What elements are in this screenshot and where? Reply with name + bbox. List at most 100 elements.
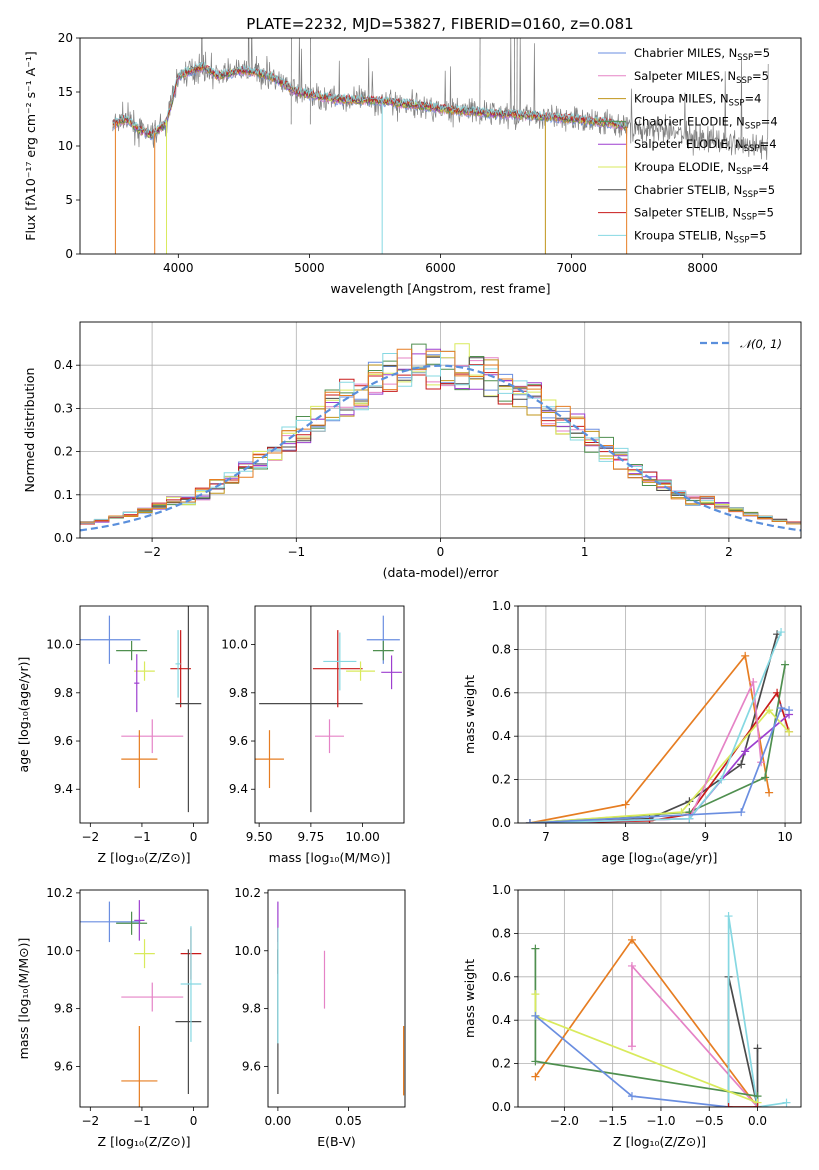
plot-area bbox=[112, 38, 769, 254]
weight-marker bbox=[717, 775, 726, 784]
x-tick-label: −2 bbox=[81, 1114, 99, 1128]
y-tick-label: 0.4 bbox=[492, 729, 511, 743]
weight-marker bbox=[627, 1042, 636, 1051]
weight-series-0 bbox=[529, 653, 770, 823]
axes: 0.00 0.05 9.6 9.8 10.0 10.2 E(B-V) bbox=[234, 886, 406, 1149]
y-tick-label: 9.4 bbox=[229, 782, 248, 796]
x-tick-label: 10.00 bbox=[345, 830, 379, 844]
histogram-9 bbox=[80, 348, 801, 525]
weight-marker bbox=[753, 1103, 762, 1107]
plot-area bbox=[255, 606, 402, 813]
legend-label-suffix: =4 bbox=[744, 92, 761, 106]
x-tick-label: 0.00 bbox=[265, 1114, 292, 1128]
axes: 4000 5000 6000 7000 8000 0 5 10 15 20 wavelength [… bbox=[23, 31, 802, 296]
weight-marker bbox=[531, 944, 540, 953]
y-tick-label: 10.0 bbox=[46, 638, 73, 652]
error-bar-point-7 bbox=[372, 640, 394, 661]
x-axis-label: Z [log₁₀(Z/Z⊙)] bbox=[98, 850, 191, 865]
y-tick-label: 9.6 bbox=[54, 734, 73, 748]
x-tick-label: 9.50 bbox=[246, 830, 273, 844]
error-bar-point-1 bbox=[116, 640, 148, 661]
legend-label: Kroupa STELIB, NSSP=5 bbox=[634, 228, 766, 245]
weight-marker bbox=[531, 1057, 540, 1066]
error-bar-point-2 bbox=[134, 661, 155, 681]
panel-age_vs_Z: −2 −1 0 9.4 9.6 9.8 10.0 Z [log₁₀(Z/Z⊙)] age [lo… bbox=[16, 605, 209, 865]
x-axis-label: mass [log₁₀(M/M⊙)] bbox=[269, 850, 391, 865]
y-tick-label: 9.6 bbox=[242, 1059, 261, 1073]
y-tick-label: 0.0 bbox=[492, 1100, 511, 1114]
x-tick-label: 9 bbox=[702, 830, 710, 844]
x-tick-label: −0.5 bbox=[695, 1114, 724, 1128]
legend-label: Chabrier STELIB, NSSP=5 bbox=[634, 183, 775, 200]
weight-marker bbox=[724, 912, 733, 921]
grid bbox=[518, 605, 801, 824]
legend-label-sub: SSP bbox=[744, 144, 760, 154]
axes-frame bbox=[517, 605, 802, 824]
axes-frame bbox=[79, 605, 209, 824]
y-tick-label: 9.8 bbox=[54, 1002, 73, 1016]
legend-label-main: Salpeter ELODIE, N bbox=[634, 137, 744, 151]
error-bar-point-4 bbox=[121, 730, 158, 789]
axes-frame bbox=[79, 889, 209, 1108]
y-tick-label: 5 bbox=[65, 193, 73, 207]
x-tick-label: −1.5 bbox=[598, 1114, 627, 1128]
axes: −2.0 −1.5 −1.0 −0.5 0.0 0.0 0.2 0.4 0.6 0.8 1.0 Z [… bbox=[462, 883, 802, 1149]
legend-label: Chabrier ELODIE, NSSP=4 bbox=[634, 114, 778, 131]
axes-frame bbox=[79, 37, 802, 255]
y-tick-label: 9.6 bbox=[54, 1059, 73, 1073]
x-tick-label: 7000 bbox=[556, 261, 587, 275]
plot-area bbox=[277, 901, 405, 1096]
weight-marker bbox=[781, 660, 790, 669]
axes-frame bbox=[254, 605, 405, 824]
legend-label-sub: SSP bbox=[745, 121, 761, 131]
weight-series-2 bbox=[529, 690, 790, 823]
weight-marker bbox=[645, 816, 654, 823]
normal-curve bbox=[80, 364, 801, 532]
y-tick-label: 10.2 bbox=[234, 886, 261, 900]
plot-area bbox=[531, 912, 791, 1107]
x-axis-label: Z [log₁₀(Z/Z⊙)] bbox=[613, 1134, 706, 1149]
weight-marker bbox=[525, 819, 534, 823]
y-tick-label: 0 bbox=[65, 247, 73, 261]
x-tick-label: 8000 bbox=[687, 261, 718, 275]
weight-marker bbox=[777, 628, 786, 637]
x-tick-label: 4000 bbox=[163, 261, 194, 275]
weight-marker bbox=[785, 706, 794, 715]
error-bar-point-6 bbox=[175, 606, 202, 813]
error-bar-point-8 bbox=[175, 630, 181, 698]
weight-marker bbox=[749, 677, 758, 686]
error-bar-point-0 bbox=[80, 615, 141, 664]
y-tick-label: 0.0 bbox=[54, 531, 73, 545]
weight-marker bbox=[724, 1103, 733, 1107]
weight-series-3 bbox=[727, 915, 787, 1107]
weight-series-5 bbox=[529, 708, 790, 823]
weight-marker bbox=[627, 961, 636, 970]
y-tick-label: 0.6 bbox=[492, 686, 511, 700]
axes-frame bbox=[79, 321, 802, 539]
panel-age_vs_mass: 9.50 9.75 10.00 9.4 9.6 9.8 10.0 mass [log₁₀(M/… bbox=[221, 605, 405, 865]
y-tick-label: 0.1 bbox=[54, 488, 73, 502]
weight-series-8 bbox=[529, 706, 790, 823]
axes: −2 −1 0 1 2 0.0 0.1 0.2 0.3 0.4 (data-model)/error… bbox=[22, 321, 802, 580]
legend-label: Kroupa MILES, NSSP=4 bbox=[634, 92, 761, 109]
y-tick-label: 9.8 bbox=[242, 1002, 261, 1016]
y-tick-label: 0.0 bbox=[492, 816, 511, 830]
error-bar-point-4 bbox=[121, 982, 184, 1012]
error-bar-point-5 bbox=[346, 661, 376, 681]
y-tick-label: 0.6 bbox=[492, 970, 511, 984]
x-tick-label: 6000 bbox=[425, 261, 456, 275]
error-bar-point-0 bbox=[255, 730, 284, 789]
legend-label-sub: SSP bbox=[741, 213, 757, 223]
error-bar-point-2 bbox=[134, 900, 145, 941]
model-spectrum-8 bbox=[112, 62, 627, 136]
y-tick-label: 0.2 bbox=[492, 1057, 511, 1071]
y-tick-label: 10.0 bbox=[234, 944, 261, 958]
x-tick-label: −1 bbox=[133, 830, 151, 844]
weight-marker bbox=[741, 747, 750, 756]
x-tick-label: 0 bbox=[190, 830, 198, 844]
weight-marker bbox=[761, 773, 770, 782]
x-tick-label: 0.0 bbox=[748, 1114, 767, 1128]
y-tick-label: 1.0 bbox=[492, 883, 511, 897]
x-tick-label: −2 bbox=[81, 830, 99, 844]
